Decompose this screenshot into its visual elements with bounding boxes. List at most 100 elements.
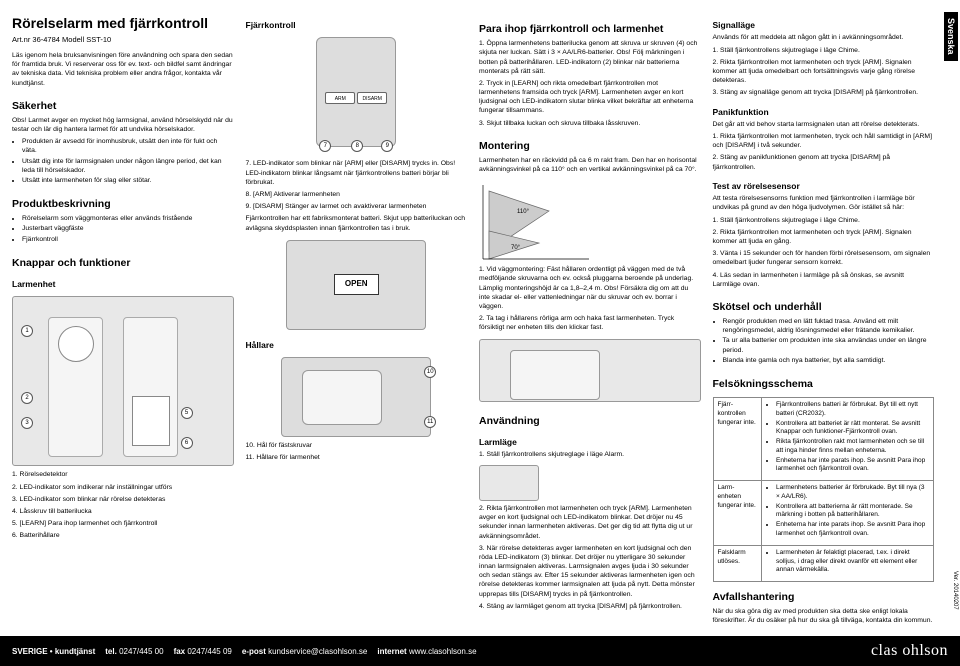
callout-11: 11 [424,416,436,428]
callout-9: 9 [381,140,393,152]
table-cell: Larmenhetens batterier är förbrukade. By… [762,481,934,546]
alarm-step-1: 1. Ställ fjärrkontrollens skjutreglage i… [479,450,701,459]
table-item: Rikta fjärrkontrollen rakt mot larmenhet… [776,438,929,456]
table-item: Fjärrkontrollens batteri är förbrukat. B… [776,401,929,419]
unit-subheading: Larmenhet [12,279,234,290]
remote-heading: Fjärrkontroll [246,20,468,31]
care-item: Rengör produkten med en lätt fuktad tras… [723,317,935,335]
legend-5: 5. [LEARN] Para ihop larmenhet och fjärr… [12,519,234,528]
usage-heading: Användning [479,414,701,428]
column-1: Rörelselarm med fjärrkontroll Art.nr 36-… [12,14,234,614]
signal-heading: Signalläge [713,20,935,31]
callout-5: 5 [181,407,193,419]
remote-open-illustration: OPEN [286,240,426,330]
test-heading: Test av rörelsesensor [713,181,935,192]
page-title: Rörelselarm med fjärrkontroll [12,14,234,33]
article-number: Art.nr 36-4784 Modell SST-10 [12,35,234,45]
safety-item: Utsätt dig inte för larmsignalen under n… [22,157,234,175]
table-item: Enheterna har inte parats ihop. Se avsni… [776,521,929,539]
legend-6: 6. Batterihållare [12,531,234,540]
signal-step-1: 1. Ställ fjärrkontrollens skjutreglage i… [713,46,935,55]
legend-9: 9. [DISARM] Stänger av larmet och avakti… [246,202,468,211]
pair-step-3: 3. Skjut tillbaka luckan och skruva till… [479,119,701,128]
callout-3: 3 [21,417,33,429]
mount-step-2: 2. Ta tag i hållarens rörliga arm och ha… [479,314,701,332]
care-heading: Skötsel och underhåll [713,300,935,314]
angle-diagram: 110° 70° [479,181,599,261]
mounting-text: Larmenheten har en räckvidd på ca 6 m ra… [479,156,701,174]
safety-item: Produkten är avsedd för inomhusbruk, uts… [22,137,234,155]
page: Rörelselarm med fjärrkontroll Art.nr 36-… [0,0,960,620]
prod-item: Fjärrkontroll [22,235,234,244]
holder-illustration: 10 11 [281,357,431,437]
table-cell: Larmenheten är felaktigt placerad, t.ex.… [762,545,934,581]
legend-1: 1. Rörelsedetektor [12,470,234,479]
footer-internet: internet www.clasohlson.se [377,647,476,656]
angle-svg: 110° 70° [479,181,599,261]
table-cell: Falsklarm utlöses. [713,545,762,581]
test-step-4: 4. Läs sedan in larmenheten i larmläge p… [713,271,935,289]
panic-text: Det går att vid behov starta larmsignale… [713,120,935,129]
legend-11: 11. Hållare för larmenhet [246,453,468,462]
table-item: Enheterna har inte parats ihop. Se avsni… [776,457,929,475]
table-item: Kontrollera att batteriet är rätt monter… [776,420,929,438]
panic-step-2: 2. Stäng av panikfunktionen genom att tr… [713,153,935,171]
table-item: Larmenheten är felaktigt placerad, t.ex.… [776,549,929,575]
callout-7: 7 [319,140,331,152]
brand-logo: clas ohlson [871,642,948,660]
callout-6: 6 [181,437,193,449]
disarm-button-label: DISARM [357,92,387,104]
device-front [48,317,103,457]
footer-bar: SVERIGE • kundtjänst tel. 0247/445 00 fa… [0,636,960,666]
signal-text: Används för att meddela att någon gått i… [713,33,935,42]
column-3: Para ihop fjärrkontroll och larmenhet 1.… [479,14,701,614]
footer-email: e-post kundservice@clasohlson.se [242,647,368,656]
buttons-heading: Knappar och funktioner [12,256,234,270]
alarm-step-2: 2. Rikta fjärrkontrollen mot larmenheten… [479,504,701,541]
remote-illustration: ARM DISARM 7 8 9 [316,37,396,147]
callout-10: 10 [424,366,436,378]
legend-7: 7. LED-indikator som blinkar när [ARM] e… [246,159,468,187]
legend-4: 4. Låsskruv till batterilucka [12,507,234,516]
column-4: Signalläge Används för att meddela att n… [713,14,949,614]
legend-3: 3. LED-indikator som blinkar när rörelse… [12,495,234,504]
intro-text: Läs igenom hela bruksanvisningen före an… [12,51,234,88]
table-item: Kontrollera att batterierna är rätt mont… [776,503,929,521]
test-text: Att testa rörelsesensorns funktion med f… [713,194,935,212]
legend-2: 2. LED-indikator som indikerar när instä… [12,483,234,492]
callout-8: 8 [351,140,363,152]
open-label: OPEN [334,274,379,295]
product-desc-heading: Produktbeskrivning [12,197,234,211]
panic-heading: Panikfunktion [713,107,935,118]
prod-item: Justerbart väggfäste [22,224,234,233]
footer-fax: fax 0247/445 09 [174,647,232,656]
safety-note: Obs! Larmet avger en mycket hög larmsign… [12,116,234,134]
mount-step-1: 1. Vid väggmontering: Fäst hållaren orde… [479,265,701,311]
pair-step-1: 1. Öppna larmenhetens batterilucka genom… [479,39,701,76]
pairing-heading: Para ihop fjärrkontroll och larmenhet [479,22,701,36]
unit-illustration: 1 2 3 4 5 6 [12,296,234,466]
signal-step-3: 3. Stäng av signalläge genom att trycka … [713,88,935,97]
language-tab: Svenska [944,12,958,61]
table-cell: Fjärr-kontrollen fungerar inte. [713,398,762,481]
panic-step-1: 1. Rikta fjärrkontrollen mot larmenheten… [713,132,935,150]
disposal-text: När du ska göra dig av med produkten ska… [713,607,935,625]
table-cell: Fjärrkontrollens batteri är förbrukat. B… [762,398,934,481]
alarm-step-3: 3. När rörelse detekteras avger larmenhe… [479,544,701,599]
angle-110: 110° [517,209,530,215]
prod-item: Rörelselarm som väggmonteras eller använ… [22,214,234,223]
mount-illustration [479,339,701,401]
alarm-mode-heading: Larmläge [479,437,701,448]
troubleshoot-table: Fjärr-kontrollen fungerar inte. Fjärrkon… [713,397,935,582]
version-label: Ver. 20140207 [952,571,958,610]
callout-1: 1 [21,325,33,337]
legend-10: 10. Hål för fästskruvar [246,441,468,450]
pair-step-2: 2. Tryck in [LEARN] och rikta omedelbart… [479,79,701,116]
holder-heading: Hållare [246,340,468,351]
callout-2: 2 [21,392,33,404]
care-item: Blanda inte gamla och nya batterier, byt… [723,356,935,365]
angle-70: 70° [511,245,521,251]
signal-step-2: 2. Rikta fjärrkontrollen mot larmenheten… [713,58,935,86]
care-item: Ta ur alla batterier om produkten inte s… [723,336,935,354]
switch-illustration [479,465,539,501]
